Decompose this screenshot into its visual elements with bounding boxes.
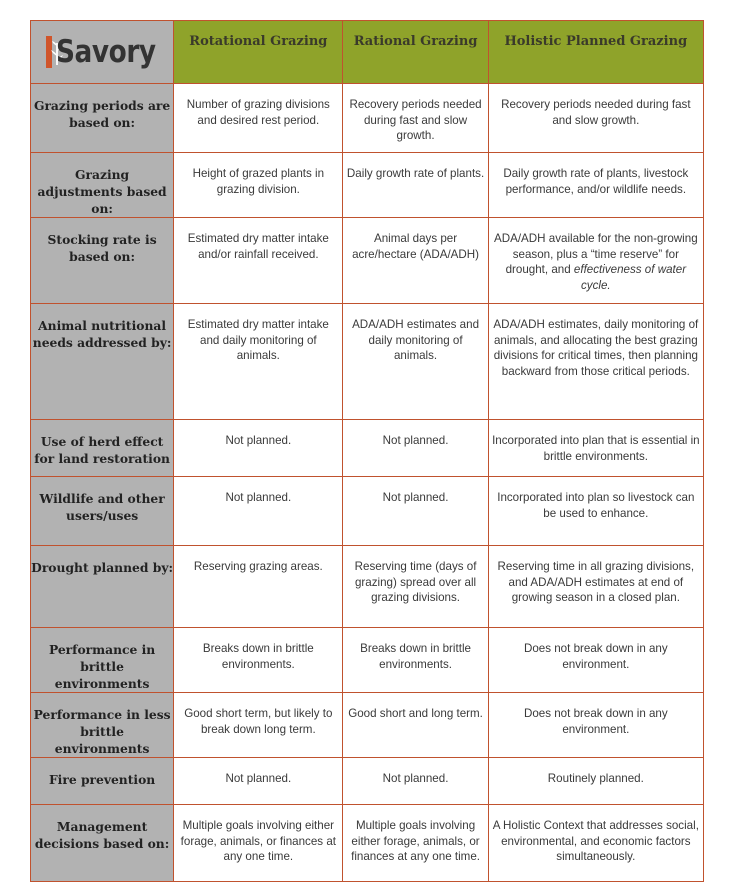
row-label: Performance in less brittle environments: [29, 692, 175, 758]
table-cell: Does not break down in any environment.: [487, 627, 705, 693]
row-label: Performance in brittle environments: [29, 627, 175, 693]
table-cell: Daily growth rate of plants, livestock p…: [487, 152, 705, 218]
table-cell: Daily growth rate of plants.: [342, 152, 489, 218]
table-cell: Not planned.: [173, 419, 344, 477]
table-cell: Not planned.: [342, 757, 489, 805]
row-label: Wildlife and other users/uses: [29, 476, 175, 546]
cell-text: ADA/ADH available for the non-growing se…: [494, 232, 698, 277]
table-cell: ADA/ADH estimates, daily monitoring of a…: [487, 303, 705, 420]
table-cell: Good short term, but likely to break dow…: [173, 692, 344, 758]
table-row: Grazing periods are based on: Number of …: [29, 83, 705, 153]
table-row: Performance in brittle environments Brea…: [29, 627, 705, 693]
table-cell: Does not break down in any environment.: [487, 692, 705, 758]
table-row: Wildlife and other users/uses Not planne…: [29, 476, 705, 546]
grass-leaf-icon: [46, 36, 63, 68]
table-row: Drought planned by: Reserving grazing ar…: [29, 545, 705, 628]
table-row: Animal nutritional needs addressed by: E…: [29, 303, 705, 420]
table-row: Fire prevention Not planned. Not planned…: [29, 757, 705, 805]
table-cell: ADA/ADH estimates and daily monitoring o…: [342, 303, 489, 420]
table-row: Performance in less brittle environments…: [29, 692, 705, 758]
logo-cell: Savory: [29, 20, 175, 84]
table-cell: Incorporated into plan so livestock can …: [487, 476, 705, 546]
column-header-holistic: Holistic Planned Grazing: [487, 20, 705, 84]
table-cell: Reserving time in all grazing divisions,…: [487, 545, 705, 628]
logo-text: Savory: [55, 34, 156, 70]
table-cell: Animal days per acre/hectare (ADA/ADH): [342, 217, 489, 304]
table-cell: A Holistic Context that addresses social…: [487, 804, 705, 882]
table-cell: Estimated dry matter intake and/or rainf…: [173, 217, 344, 304]
table-cell: Not planned.: [342, 419, 489, 477]
table-cell: Reserving grazing areas.: [173, 545, 344, 628]
row-label: Grazing periods are based on:: [29, 83, 175, 153]
table-cell: Not planned.: [173, 476, 344, 546]
row-label: Animal nutritional needs addressed by:: [29, 303, 175, 420]
table-row: Grazing adjustments based on: Height of …: [29, 152, 705, 218]
table-cell: Recovery periods needed during fast and …: [487, 83, 705, 153]
row-label: Management decisions based on:: [29, 804, 175, 882]
savory-logo: Savory: [31, 21, 173, 83]
row-label: Stocking rate is based on:: [29, 217, 175, 304]
header-row: Savory Rotational Grazing Rational Grazi…: [29, 20, 705, 84]
table-cell: Not planned.: [342, 476, 489, 546]
table-row: Management decisions based on: Multiple …: [29, 804, 705, 882]
table-cell: Number of grazing divisions and desired …: [173, 83, 344, 153]
table-cell: Reserving time (days of grazing) spread …: [342, 545, 489, 628]
column-header-rational: Rational Grazing: [342, 20, 489, 84]
row-label: Fire prevention: [29, 757, 175, 805]
table-cell: Incorporated into plan that is essential…: [487, 419, 705, 477]
row-label: Use of herd effect for land restoration: [29, 419, 175, 477]
table-row: Use of herd effect for land restoration …: [29, 419, 705, 477]
table-cell: Recovery periods needed during fast and …: [342, 83, 489, 153]
table-cell: Breaks down in brittle environments.: [342, 627, 489, 693]
cell-emphasis: effectiveness of water cycle.: [573, 263, 687, 292]
table-cell: Not planned.: [173, 757, 344, 805]
table-cell: Routinely planned.: [487, 757, 705, 805]
table-cell: Estimated dry matter intake and daily mo…: [173, 303, 344, 420]
column-header-rotational: Rotational Grazing: [173, 20, 344, 84]
comparison-table: Savory Rotational Grazing Rational Grazi…: [29, 20, 705, 882]
row-label: Grazing adjustments based on:: [29, 152, 175, 218]
table-cell: ADA/ADH available for the non-growing se…: [487, 217, 705, 304]
table-cell: Good short and long term.: [342, 692, 489, 758]
table-cell: Multiple goals involving either forage, …: [173, 804, 344, 882]
table-cell: Breaks down in brittle environments.: [173, 627, 344, 693]
table-cell: Multiple goals involving either forage, …: [342, 804, 489, 882]
table-row: Stocking rate is based on: Estimated dry…: [29, 217, 705, 304]
table-cell: Height of grazed plants in grazing divis…: [173, 152, 344, 218]
row-label: Drought planned by:: [29, 545, 175, 628]
